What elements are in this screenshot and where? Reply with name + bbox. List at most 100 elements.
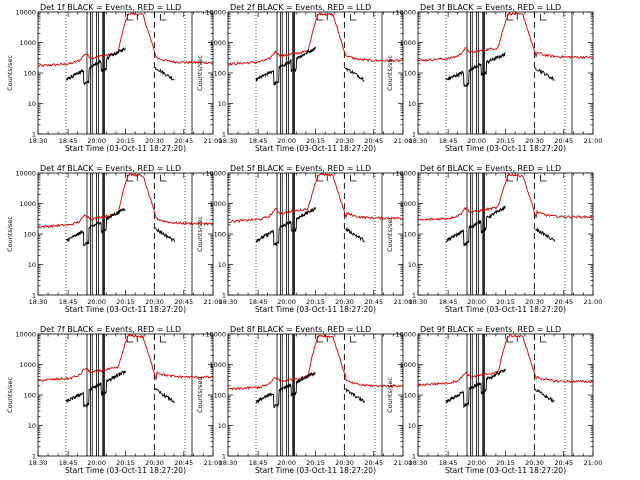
- x-tick-label: 20:15: [116, 459, 135, 467]
- y-tick-label: 1000: [399, 39, 416, 47]
- y-tick-label: 1: [222, 291, 226, 299]
- x-tick-label: 18:30: [29, 137, 48, 145]
- plot-frame: [37, 333, 214, 457]
- plot-frame: [417, 333, 594, 457]
- panel-title: Det 2f BLACK = Events, RED = LLD: [230, 3, 371, 12]
- y-tick-label: 10: [408, 261, 416, 269]
- y-tick-label: 10: [218, 100, 226, 108]
- y-tick-label: 1000: [209, 200, 226, 208]
- x-tick-label: 20:00: [467, 137, 486, 145]
- bracket-mark: [350, 175, 357, 182]
- events-series-line: [65, 370, 126, 408]
- x-tick-label: 18:45: [249, 459, 268, 467]
- x-axis-label: Start Time (03-Oct-11 18:27:20): [65, 305, 186, 314]
- panel-7: Det 7f BLACK = Events, RED = LLD 1 10 100 10…: [6, 325, 222, 475]
- panel-4: Det 4f BLACK = Events, RED = LLD 1 10 100 10…: [6, 164, 222, 314]
- y-tick-label: 1: [32, 452, 36, 460]
- events-series-line: [534, 388, 555, 403]
- x-tick-label: 18:30: [409, 459, 428, 467]
- y-tick-label: 1: [32, 291, 36, 299]
- events-series-line: [445, 52, 506, 88]
- x-tick-label: 20:00: [277, 298, 296, 306]
- events-series-line: [255, 371, 316, 409]
- y-tick-label: 10: [218, 261, 226, 269]
- y-tick-label: 1: [32, 130, 36, 138]
- plot-frame: [417, 11, 594, 135]
- lld-series-line: [417, 11, 593, 62]
- panel-title: Det 3f BLACK = Events, RED = LLD: [420, 3, 561, 12]
- y-axis-label: Counts/sec: [386, 55, 394, 91]
- plot-frame: [37, 11, 214, 135]
- events-series-line: [345, 226, 365, 243]
- y-tick-label: 10000: [395, 169, 416, 177]
- y-tick-label: 1: [412, 130, 416, 138]
- x-tick-label: 18:45: [249, 137, 268, 145]
- x-tick-label: 18:45: [439, 459, 458, 467]
- x-axis-label: Start Time (03-Oct-11 18:27:20): [445, 466, 566, 475]
- x-tick-label: 21:00: [584, 459, 603, 467]
- x-tick-label: 18:30: [219, 137, 238, 145]
- events-series-line: [345, 388, 365, 404]
- x-tick-label: 21:00: [204, 137, 223, 145]
- bracket-mark: [160, 175, 167, 182]
- y-axis-label: Counts/sec: [6, 216, 14, 252]
- panel-8: Det 8f BLACK = Events, RED = LLD 1 10 100 10…: [196, 325, 412, 475]
- y-tick-label: 10: [408, 100, 416, 108]
- x-tick-label: 20:45: [174, 298, 193, 306]
- x-axis-label: Start Time (03-Oct-11 18:27:20): [255, 466, 376, 475]
- y-tick-label: 1000: [399, 200, 416, 208]
- y-tick-label: 10: [28, 422, 36, 430]
- x-tick-label: 20:30: [145, 459, 164, 467]
- x-axis-label: Start Time (03-Oct-11 18:27:20): [65, 466, 186, 475]
- x-tick-label: 20:30: [525, 298, 544, 306]
- x-tick-label: 20:15: [496, 459, 515, 467]
- x-axis-label: Start Time (03-Oct-11 18:27:20): [65, 144, 186, 153]
- x-axis-label: Start Time (03-Oct-11 18:27:20): [445, 305, 566, 314]
- events-series-line: [445, 368, 506, 409]
- x-axis-label: Start Time (03-Oct-11 18:27:20): [255, 144, 376, 153]
- y-tick-label: 10000: [205, 330, 226, 338]
- lld-series-line: [417, 172, 594, 221]
- panel-3: Det 3f BLACK = Events, RED = LLD 1 10 100 10…: [386, 3, 602, 153]
- x-tick-label: 20:45: [174, 137, 193, 145]
- x-tick-label: 21:00: [584, 298, 603, 306]
- y-axis-label: Counts/sec: [6, 55, 14, 91]
- events-series-line: [534, 227, 555, 243]
- y-tick-label: 1000: [209, 361, 226, 369]
- y-tick-label: 10000: [205, 8, 226, 16]
- x-tick-label: 20:00: [87, 298, 106, 306]
- x-tick-label: 18:45: [439, 298, 458, 306]
- x-tick-label: 20:15: [306, 137, 325, 145]
- events-series-line: [445, 204, 506, 247]
- panel-title: Det 8f BLACK = Events, RED = LLD: [230, 325, 371, 334]
- x-tick-label: 20:00: [87, 459, 106, 467]
- bracket-mark: [350, 336, 357, 343]
- panel-title: Det 7f BLACK = Events, RED = LLD: [40, 325, 181, 334]
- x-tick-label: 20:15: [496, 298, 515, 306]
- y-tick-label: 100: [24, 69, 36, 77]
- x-tick-label: 20:45: [174, 459, 193, 467]
- events-series-line: [154, 66, 175, 81]
- bracket-mark: [350, 14, 357, 21]
- events-series-line: [344, 67, 365, 82]
- x-tick-label: 20:00: [467, 459, 486, 467]
- events-series-line: [255, 206, 316, 247]
- y-axis-label: Counts/sec: [386, 377, 394, 413]
- y-tick-label: 10000: [15, 8, 36, 16]
- lld-series-line: [37, 12, 214, 68]
- x-tick-label: 18:30: [219, 459, 238, 467]
- x-tick-label: 20:45: [554, 459, 573, 467]
- x-tick-label: 21:00: [394, 459, 413, 467]
- x-tick-label: 18:30: [29, 459, 48, 467]
- lld-series-line: [37, 172, 214, 229]
- plot-frame: [417, 172, 594, 296]
- bracket-mark: [316, 336, 328, 343]
- plot-frame: [227, 172, 404, 296]
- y-axis-label: Counts/sec: [196, 55, 204, 91]
- panel-title: Det 5f BLACK = Events, RED = LLD: [230, 164, 371, 173]
- lld-series-line: [227, 334, 403, 391]
- x-axis-label: Start Time (03-Oct-11 18:27:20): [255, 305, 376, 314]
- y-axis-label: Counts/sec: [196, 377, 204, 413]
- bracket-mark: [506, 14, 518, 21]
